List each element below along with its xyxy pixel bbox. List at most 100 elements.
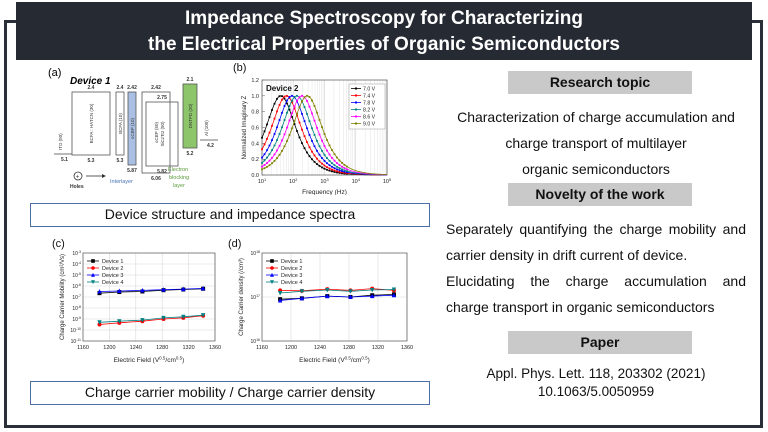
data-point: [281, 139, 283, 142]
data-point: [276, 110, 278, 113]
x-tick-label: 1200: [103, 345, 115, 351]
data-point: [303, 106, 306, 108]
data-point: [316, 157, 318, 160]
data-point: [298, 121, 301, 124]
data-point: [268, 116, 271, 119]
caption-mobility-density: Charge carrier mobility / Charge carrier…: [30, 381, 430, 405]
data-point: [281, 111, 283, 114]
layer-block: [127, 91, 137, 166]
data-point: [266, 165, 268, 168]
data-point: [338, 170, 341, 173]
data-point: [161, 315, 166, 321]
data-point: [341, 168, 343, 171]
y-tick-label: 1017: [251, 294, 261, 301]
data-point: [308, 120, 311, 123]
data-point: [200, 286, 206, 291]
y-tick-label: 10-3: [72, 250, 81, 257]
data-point: [91, 266, 95, 270]
data-point: [370, 287, 375, 293]
data-point: [303, 120, 306, 123]
data-point: [273, 117, 276, 120]
data-point: [343, 171, 346, 174]
data-point: [270, 259, 274, 263]
data-point: [326, 157, 328, 159]
data-point: [331, 168, 333, 171]
data-point: [276, 126, 278, 129]
y-tick-label: 10-7: [72, 294, 81, 301]
lumo-label: 2.42: [127, 85, 137, 91]
legend-box: [348, 83, 386, 130]
lumo-label: 2.4: [88, 85, 95, 91]
data-point: [308, 134, 311, 136]
x-tick-label: 1360: [209, 345, 221, 351]
data-point: [323, 153, 326, 156]
data-point: [299, 295, 305, 301]
legend-label: Device 4: [102, 280, 123, 286]
data-point: [321, 166, 323, 169]
novelty-text: Separately quantifying the charge mobili…: [446, 216, 746, 320]
legend-label: Device 4: [281, 280, 302, 286]
data-point: [273, 153, 276, 156]
plot-frame: [261, 79, 388, 176]
data-point: [341, 165, 343, 168]
data-point: [328, 153, 331, 156]
novelty-heading: Novelty of the work: [508, 183, 692, 206]
series-line: [280, 288, 395, 292]
paper-doi: 10.1063/5.0050959: [537, 384, 655, 399]
plot-frame: [261, 252, 408, 342]
data-point: [306, 151, 308, 154]
data-point: [263, 159, 266, 162]
data-point: [276, 149, 278, 152]
research-topic-line: Characterization of charge accumulation …: [457, 109, 735, 125]
data-point: [268, 144, 271, 147]
data-point: [283, 97, 286, 100]
data-point: [331, 165, 333, 168]
layer-name-label: oCBP (10): [130, 118, 135, 139]
data-point: [323, 145, 326, 147]
data-point: [318, 160, 321, 163]
layer-name-label: ITO (50): [58, 133, 63, 150]
homo-label: 5.3: [88, 158, 95, 164]
data-point: [343, 169, 346, 172]
data-point: [276, 139, 278, 142]
data-point: [338, 164, 341, 166]
x-tick-label: 105: [383, 178, 391, 185]
data-point: [293, 96, 296, 98]
title-line-1: Impedance Spectroscopy for Characterizin…: [184, 8, 584, 29]
data-point: [311, 150, 313, 153]
data-point: [270, 272, 274, 277]
data-point: [370, 293, 375, 299]
data-point: [336, 156, 338, 159]
x-tick-label: 1280: [343, 345, 355, 351]
data-point: [277, 298, 283, 303]
data-point: [301, 142, 303, 145]
data-point: [296, 94, 298, 97]
data-point: [140, 318, 145, 323]
data-point: [313, 119, 316, 122]
data-point: [293, 123, 296, 125]
energy-level-label: 4.2: [207, 143, 214, 149]
lumo-label: 2.4: [117, 85, 124, 91]
data-point: [326, 162, 328, 165]
data-point: [283, 133, 286, 136]
data-point: [311, 112, 313, 115]
mobility-chart: 1160 1200 1240 1280 1320 1360 10-11 10-10 10-9 10…: [60, 250, 221, 364]
data-point: [318, 164, 321, 167]
data-point: [283, 105, 286, 108]
y-tick-label: 0.8: [251, 110, 259, 116]
paper-citation: Appl. Phys. Lett. 118, 203302 (2021): [486, 366, 706, 381]
data-point: [261, 168, 263, 171]
data-point: [313, 160, 316, 163]
data-point: [303, 147, 306, 150]
data-point: [97, 320, 102, 325]
data-point: [316, 149, 318, 152]
data-point: [343, 167, 346, 170]
ebl-label-1: Electron: [168, 167, 188, 173]
data-point: [261, 136, 263, 139]
lumo-label: 2.42: [151, 85, 161, 91]
panel-label-d: (d): [228, 238, 242, 250]
legend-marker: [355, 122, 357, 125]
data-point: [323, 132, 326, 135]
data-point: [291, 101, 293, 104]
research-topic-heading: Research topic: [508, 71, 692, 94]
